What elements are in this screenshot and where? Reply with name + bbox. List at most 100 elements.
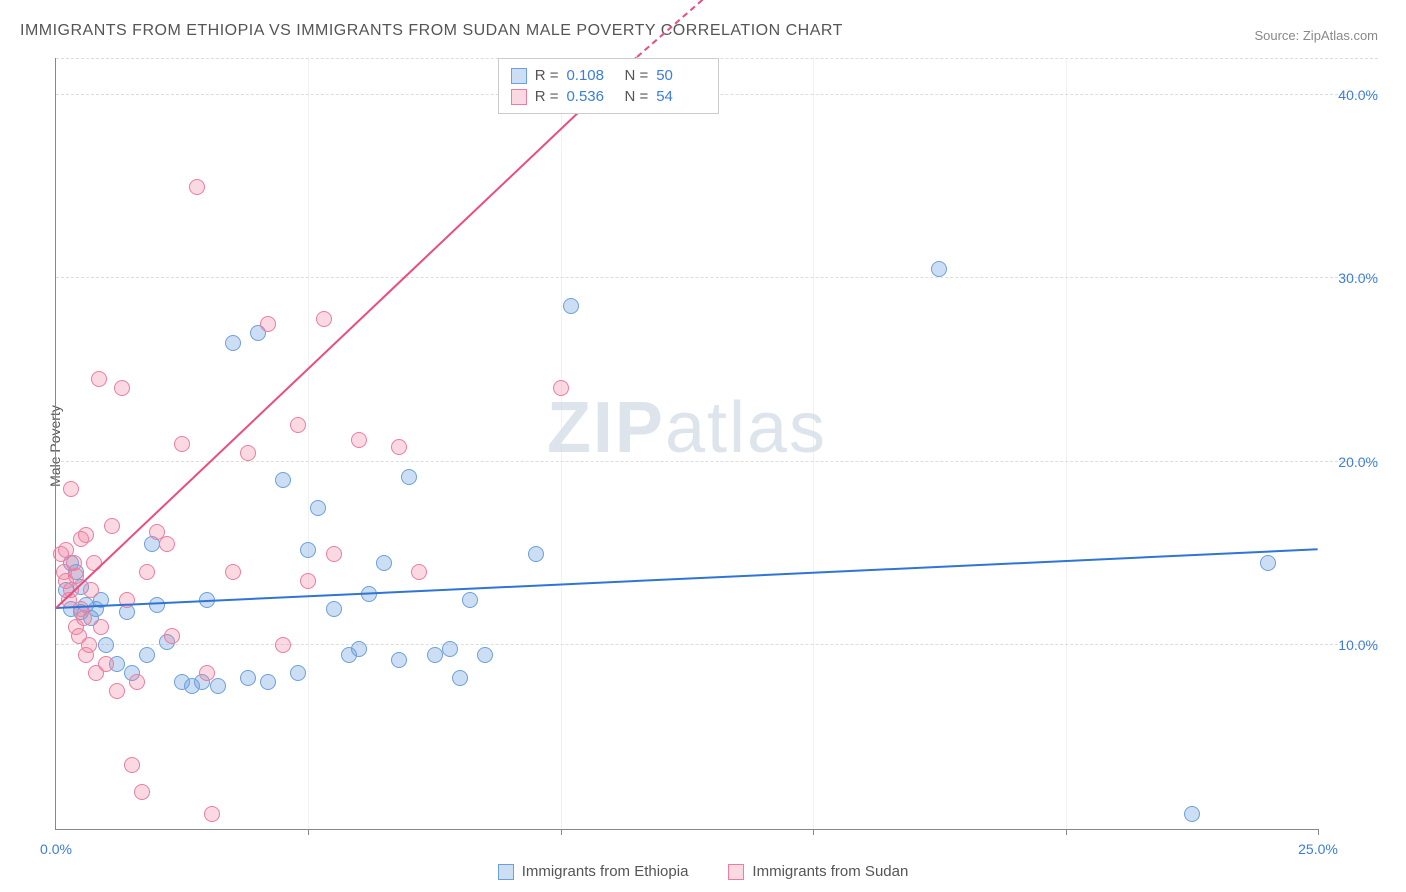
point-sudan bbox=[114, 380, 130, 396]
point-sudan bbox=[411, 564, 427, 580]
point-sudan bbox=[109, 683, 125, 699]
point-ethiopia bbox=[275, 472, 291, 488]
x-tick-label: 0.0% bbox=[40, 841, 72, 857]
point-sudan bbox=[225, 564, 241, 580]
point-sudan bbox=[91, 371, 107, 387]
point-ethiopia bbox=[98, 637, 114, 653]
watermark-bold: ZIP bbox=[547, 388, 665, 468]
y-tick-label: 40.0% bbox=[1323, 87, 1378, 103]
watermark-light: atlas bbox=[665, 388, 827, 468]
x-tick-mark bbox=[1318, 829, 1319, 835]
watermark: ZIPatlas bbox=[547, 387, 827, 469]
point-ethiopia bbox=[442, 641, 458, 657]
grid-line-vertical bbox=[813, 58, 814, 829]
legend-r-label: R = bbox=[535, 67, 559, 84]
point-ethiopia bbox=[210, 678, 226, 694]
point-sudan bbox=[78, 527, 94, 543]
point-sudan bbox=[351, 432, 367, 448]
legend-label-sudan: Immigrants from Sudan bbox=[752, 863, 908, 880]
legend-label-ethiopia: Immigrants from Ethiopia bbox=[522, 863, 689, 880]
legend-n-label: N = bbox=[624, 88, 648, 105]
point-sudan bbox=[316, 311, 332, 327]
point-sudan bbox=[260, 316, 276, 332]
y-tick-label: 30.0% bbox=[1323, 270, 1378, 286]
point-sudan bbox=[129, 674, 145, 690]
x-tick-label: 25.0% bbox=[1298, 841, 1338, 857]
legend-r-value: 0.536 bbox=[566, 88, 616, 105]
point-ethiopia bbox=[149, 597, 165, 613]
legend-row: R = 0.536 N = 54 bbox=[511, 86, 707, 107]
legend-n-value: 50 bbox=[656, 67, 706, 84]
point-sudan bbox=[391, 439, 407, 455]
point-sudan bbox=[139, 564, 155, 580]
grid-line-vertical bbox=[561, 58, 562, 829]
point-sudan bbox=[275, 637, 291, 653]
legend-n-value: 54 bbox=[656, 88, 706, 105]
point-sudan bbox=[240, 445, 256, 461]
point-ethiopia bbox=[563, 298, 579, 314]
grid-line-vertical bbox=[308, 58, 309, 829]
point-sudan bbox=[81, 637, 97, 653]
x-tick-mark bbox=[308, 829, 309, 835]
point-sudan bbox=[76, 610, 92, 626]
point-sudan bbox=[553, 380, 569, 396]
swatch-ethiopia bbox=[498, 864, 514, 880]
x-tick-mark bbox=[1066, 829, 1067, 835]
legend-row: R = 0.108 N = 50 bbox=[511, 65, 707, 86]
point-sudan bbox=[290, 417, 306, 433]
point-sudan bbox=[104, 518, 120, 534]
point-sudan bbox=[83, 582, 99, 598]
trend-line bbox=[56, 548, 1318, 609]
legend-item-ethiopia: Immigrants from Ethiopia bbox=[498, 863, 689, 880]
legend-r-value: 0.108 bbox=[566, 67, 616, 84]
point-ethiopia bbox=[427, 647, 443, 663]
source-label: Source: ZipAtlas.com bbox=[1254, 28, 1378, 43]
point-ethiopia bbox=[391, 652, 407, 668]
legend-bottom: Immigrants from Ethiopia Immigrants from… bbox=[0, 863, 1406, 880]
point-ethiopia bbox=[1184, 806, 1200, 822]
point-ethiopia bbox=[477, 647, 493, 663]
point-sudan bbox=[159, 536, 175, 552]
point-ethiopia bbox=[139, 647, 155, 663]
point-sudan bbox=[164, 628, 180, 644]
point-ethiopia bbox=[401, 469, 417, 485]
grid-line-vertical bbox=[1066, 58, 1067, 829]
legend-swatch bbox=[511, 89, 527, 105]
point-ethiopia bbox=[351, 641, 367, 657]
trend-line bbox=[55, 56, 637, 608]
point-sudan bbox=[98, 656, 114, 672]
point-sudan bbox=[199, 665, 215, 681]
point-sudan bbox=[174, 436, 190, 452]
legend-n-label: N = bbox=[624, 67, 648, 84]
point-ethiopia bbox=[300, 542, 316, 558]
point-ethiopia bbox=[931, 261, 947, 277]
point-sudan bbox=[189, 179, 205, 195]
grid-line-horizontal bbox=[56, 277, 1378, 278]
point-ethiopia bbox=[240, 670, 256, 686]
point-ethiopia bbox=[260, 674, 276, 690]
point-ethiopia bbox=[326, 601, 342, 617]
point-ethiopia bbox=[462, 592, 478, 608]
point-sudan bbox=[326, 546, 342, 562]
point-sudan bbox=[93, 619, 109, 635]
plot-area: ZIPatlas 10.0%20.0%30.0%40.0%0.0%25.0%R … bbox=[55, 58, 1318, 830]
point-sudan bbox=[204, 806, 220, 822]
point-ethiopia bbox=[528, 546, 544, 562]
point-ethiopia bbox=[290, 665, 306, 681]
point-sudan bbox=[63, 481, 79, 497]
point-ethiopia bbox=[452, 670, 468, 686]
legend-item-sudan: Immigrants from Sudan bbox=[728, 863, 908, 880]
point-ethiopia bbox=[376, 555, 392, 571]
point-ethiopia bbox=[310, 500, 326, 516]
chart-title: IMMIGRANTS FROM ETHIOPIA VS IMMIGRANTS F… bbox=[20, 22, 843, 40]
point-ethiopia bbox=[1260, 555, 1276, 571]
grid-line-horizontal bbox=[56, 644, 1378, 645]
legend-r-label: R = bbox=[535, 88, 559, 105]
grid-line-horizontal bbox=[56, 461, 1378, 462]
x-tick-mark bbox=[561, 829, 562, 835]
legend-correlation: R = 0.108 N = 50 R = 0.536 N = 54 bbox=[498, 58, 720, 114]
point-sudan bbox=[134, 784, 150, 800]
y-tick-label: 20.0% bbox=[1323, 454, 1378, 470]
y-tick-label: 10.0% bbox=[1323, 637, 1378, 653]
point-sudan bbox=[124, 757, 140, 773]
